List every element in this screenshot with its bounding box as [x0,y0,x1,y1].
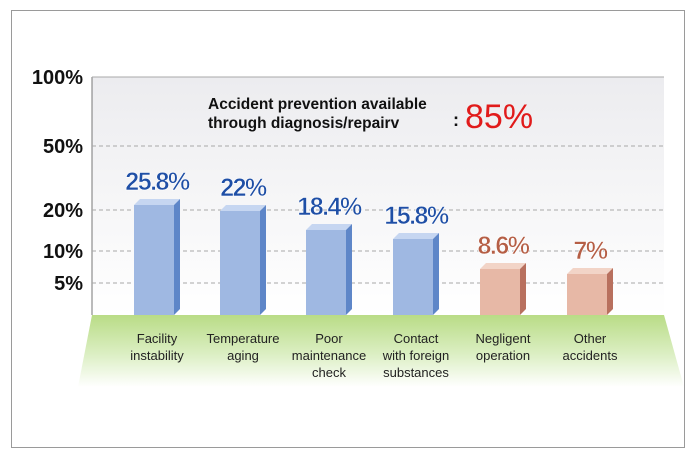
bar-front-face [480,269,520,315]
y-tick-label: 10% [43,241,83,263]
category-label: Contact [394,331,439,346]
bar-5: 8.6% [477,232,532,315]
category-label: substances [383,365,449,380]
bar-top-face [393,233,439,239]
y-tick-label: 50% [43,136,83,158]
bar-top-face [567,268,613,274]
bar-side-face [346,224,352,315]
bar-top-face [134,199,180,205]
bar-side-face [607,268,613,315]
y-tick-label: 20% [43,200,83,222]
bar-front-face [134,205,174,315]
annotation-value: 85% [465,98,533,136]
category-label: check [312,365,346,380]
bar-top-face [220,205,266,211]
bar-front-face [220,211,260,315]
y-axis-ticks: 100% 50% 20% 10% 5% [32,67,83,295]
annotation-line-2: through diagnosis/repairv [208,115,400,132]
category-label: accidents [563,348,618,363]
annotation-colon: : [453,110,459,130]
bar-value-label: 22% [220,174,267,202]
bar-front-face [306,230,346,315]
category-label: Poor [315,331,343,346]
bar-side-face [174,199,180,315]
y-tick-label: 5% [54,273,83,295]
category-label: Negligent [476,331,531,346]
bar-6: 7% [567,237,613,315]
y-tick-label: 100% [32,67,83,89]
bars: 25.8% 22% 18.4% 15.8% 8.6% 7% [125,168,613,315]
bar-value-label: 7% [573,237,607,265]
bar-value-label: 8.6% [478,232,530,260]
bar-3: 18.4% [297,193,364,315]
category-label: Other [574,331,607,346]
bar-2: 22% [220,174,269,315]
category-label: maintenance [292,348,366,363]
category-label: Facility [137,331,178,346]
category-label: with foreign [382,348,449,363]
plot-floor [78,315,684,387]
bar-top-face [480,263,526,269]
bar-side-face [260,205,266,315]
category-label: aging [227,348,259,363]
category-label: instability [130,348,184,363]
bar-front-face [567,274,607,315]
bar-side-face [520,263,526,315]
bar-front-face [393,239,433,315]
bar-4: 15.8% [384,202,451,315]
bar-top-face [306,224,352,230]
category-label: operation [476,348,530,363]
bar-side-face [433,233,439,315]
bar-value-label: 25.8% [125,168,190,196]
bar-value-label: 18.4% [297,193,362,221]
category-label: Temperature [207,331,280,346]
category-labels: Facility instability Temperature aging Poor m… [130,331,618,380]
bar-value-label: 15.8% [384,202,449,230]
annotation-box: Accident prevention available through di… [208,96,533,136]
annotation-line-1: Accident prevention available [208,96,427,113]
bar-1: 25.8% [125,168,192,315]
